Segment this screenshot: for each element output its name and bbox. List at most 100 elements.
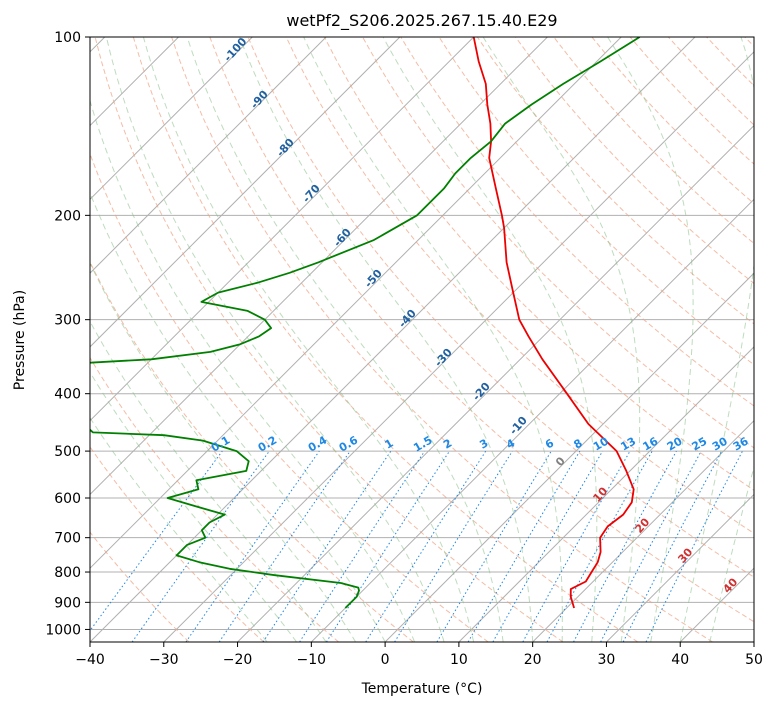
dry-adiabat-label: -60	[331, 226, 354, 250]
isotherm	[90, 37, 327, 274]
mixing-ratio-line	[467, 450, 581, 642]
moist-adiabat	[90, 371, 297, 642]
isotherm	[310, 198, 754, 642]
y-tick-label: 500	[54, 444, 81, 460]
moist-adiabat	[607, 37, 694, 642]
moist-adiabat	[303, 37, 563, 642]
x-tick-label: 10	[450, 652, 468, 668]
isotherm	[679, 567, 754, 642]
isotherm	[90, 37, 548, 496]
dry-adiabat-label: 0	[553, 454, 568, 469]
dry-adiabat-label: -90	[248, 88, 271, 112]
moist-adiabat	[90, 99, 416, 642]
dry-adiabat-label: 10	[590, 484, 610, 504]
mixing-ratio-line	[299, 450, 426, 642]
mixing-ratio-line	[131, 450, 270, 642]
mixing-ratio-label: 2	[441, 437, 454, 452]
dry-adiabat	[90, 531, 190, 642]
mixing-ratio-line	[218, 450, 351, 642]
moist-adiabat	[679, 37, 754, 642]
dry-adiabat-label: -80	[274, 136, 297, 160]
dry-adiabat-label: -10	[507, 414, 530, 438]
moist-adiabat	[105, 37, 445, 642]
moist-adiabat	[90, 320, 327, 642]
moist-adiabat	[382, 37, 598, 642]
dry-adiabat	[90, 446, 265, 642]
isotherm	[753, 641, 754, 642]
mixing-ratio-label: 6	[543, 436, 556, 451]
line-labels: -100-90-80-70-60-50-40-30-20-10010203040…	[209, 35, 751, 596]
y-tick-label: 300	[54, 313, 81, 329]
dry-adiabat	[132, 37, 639, 642]
moist-adiabat	[482, 37, 641, 642]
dry-adiabat	[90, 356, 339, 642]
y-tick-label: 1000	[45, 622, 81, 638]
dry-adiabat-label: -20	[470, 380, 493, 404]
x-tick-label: −20	[223, 652, 253, 668]
moist-adiabat	[90, 191, 386, 642]
mixing-ratio-line	[90, 450, 223, 632]
dry-adiabat	[90, 260, 414, 642]
isotherm	[532, 419, 754, 642]
dry-adiabat	[285, 37, 754, 535]
moist-adiabat	[239, 37, 534, 642]
dewpoint-line	[90, 37, 641, 609]
mixing-ratio-line	[522, 450, 631, 642]
isotherm	[606, 493, 754, 642]
isotherm	[90, 37, 253, 201]
background-lines	[90, 37, 754, 642]
mixing-ratio-line	[262, 450, 392, 642]
mixing-ratio-line	[546, 450, 653, 642]
dry-adiabat	[706, 37, 754, 87]
x-tick-label: 30	[598, 652, 616, 668]
y-axis-label: Pressure (hPa)	[12, 290, 28, 390]
y-tick-label: 900	[54, 595, 81, 611]
y-tick-label: 200	[54, 208, 81, 224]
dry-adiabat-label: -30	[432, 346, 455, 370]
dry-adiabat	[438, 37, 754, 366]
dry-adiabat	[629, 37, 754, 165]
x-tick-label: −40	[75, 652, 105, 668]
mixing-ratio-line	[185, 450, 320, 642]
moist-adiabat	[142, 37, 475, 642]
x-axis-ticks: −40 −30 −20 −10 0 10 20 30 40 50	[75, 642, 763, 668]
mixing-ratio-line	[645, 450, 743, 642]
x-axis-label: Temperature (°C)	[361, 681, 483, 697]
y-tick-label: 600	[54, 491, 81, 507]
chart-title: wetPf2_S206.2025.267.15.40.E29	[286, 11, 557, 31]
dry-adiabat	[323, 37, 754, 491]
x-tick-label: 0	[381, 652, 390, 668]
isotherm	[237, 124, 754, 642]
mixing-ratio-label: 4	[504, 436, 517, 451]
dry-adiabat	[744, 37, 754, 47]
y-tick-label: 800	[54, 565, 81, 581]
dry-adiabat	[90, 152, 489, 642]
mixing-ratio-line	[325, 450, 450, 642]
mixing-ratio-line	[394, 450, 513, 642]
y-tick-label: 700	[54, 531, 81, 547]
x-tick-label: 40	[671, 652, 689, 668]
isotherm	[384, 272, 754, 642]
dry-adiabat	[553, 37, 754, 245]
isotherm	[163, 51, 754, 642]
sounding-lines	[90, 37, 641, 609]
dry-adiabat-label: -100	[221, 35, 249, 64]
dry-adiabat	[94, 37, 564, 642]
dry-adiabat-label: 40	[720, 575, 740, 595]
moist-adiabat	[709, 465, 754, 642]
mixing-ratio-line	[573, 450, 677, 642]
dry-adiabat	[209, 37, 754, 623]
x-tick-label: −30	[149, 652, 179, 668]
dry-adiabat-label: -50	[362, 267, 385, 291]
x-tick-label: 50	[745, 652, 763, 668]
isotherm	[90, 37, 401, 348]
dry-adiabat	[515, 37, 754, 285]
dry-adiabat-label: -70	[300, 182, 323, 206]
isotherm	[90, 37, 696, 642]
moist-adiabat	[186, 37, 504, 642]
x-tick-label: 20	[524, 652, 542, 668]
moist-adiabat	[90, 416, 268, 642]
plot-frame	[89, 36, 755, 643]
moist-adiabat	[90, 262, 357, 642]
